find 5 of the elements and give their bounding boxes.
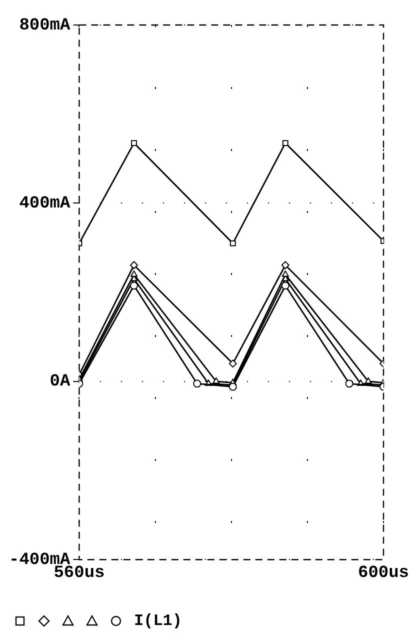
legend-label: I(L1) xyxy=(134,612,182,630)
y-tick-label: 0A xyxy=(50,372,72,392)
y-tick-label: 800mA xyxy=(19,16,71,36)
x-tick-label: 600us xyxy=(358,564,410,584)
y-tick-label: 400mA xyxy=(19,194,71,214)
